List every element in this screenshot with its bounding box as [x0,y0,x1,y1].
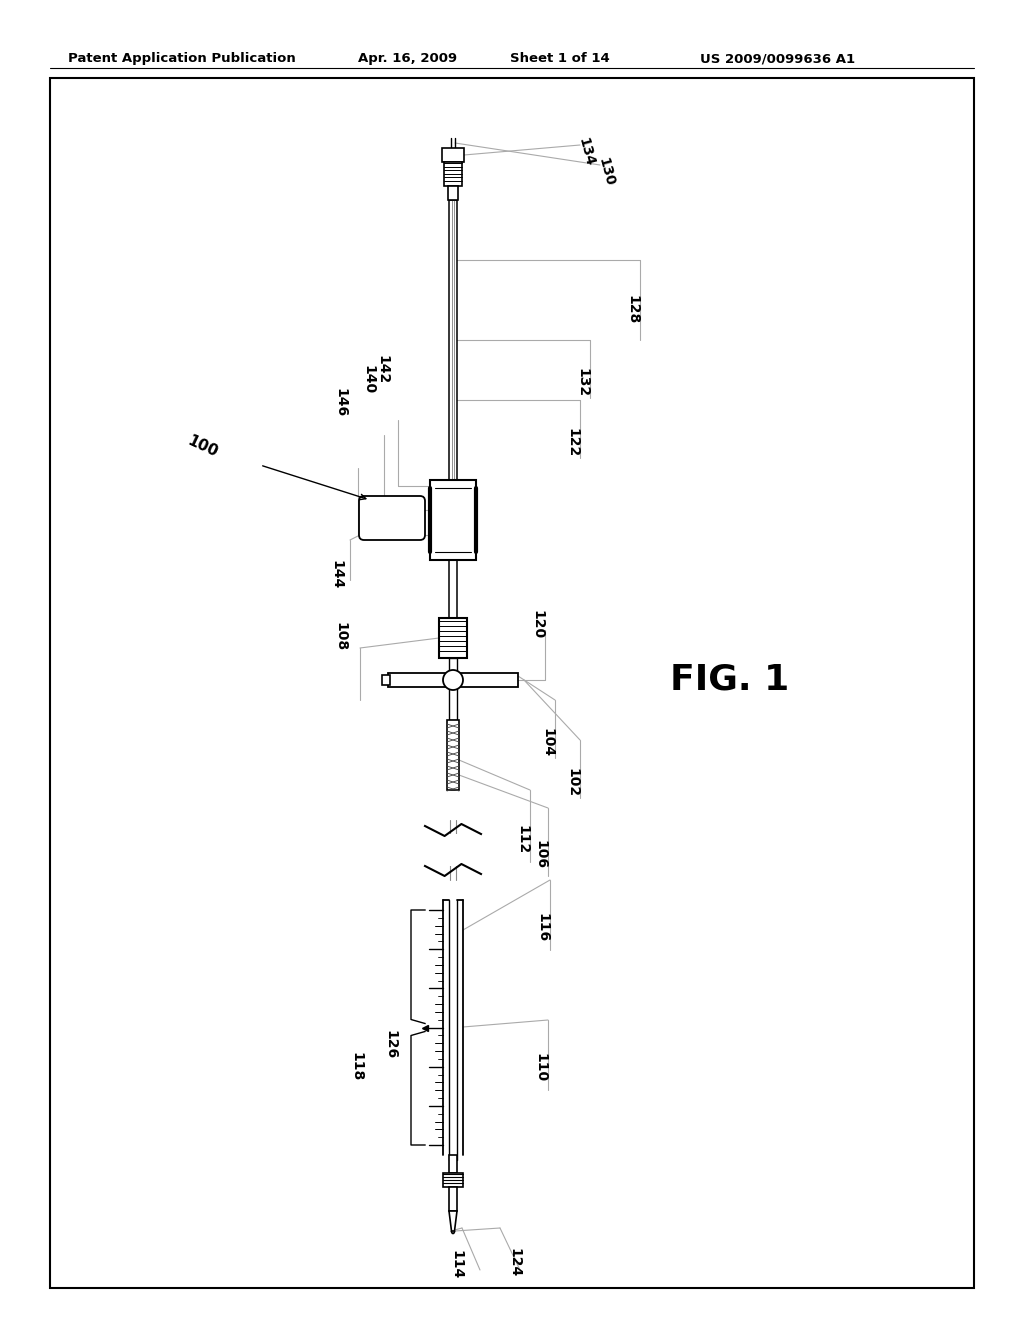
Text: 114: 114 [449,1250,463,1279]
Text: 140: 140 [361,366,375,395]
Text: Sheet 1 of 14: Sheet 1 of 14 [510,51,609,65]
Bar [449,1187,457,1210]
Text: 134: 134 [575,136,596,168]
Text: 112: 112 [515,825,529,854]
Bar [449,686,457,719]
Text: 110: 110 [534,1053,547,1082]
Text: 142: 142 [375,355,389,384]
Text: 108: 108 [333,622,347,651]
Bar [443,1173,463,1187]
Text: 128: 128 [625,294,639,325]
Text: 102: 102 [565,768,579,797]
Text: Apr. 16, 2009: Apr. 16, 2009 [358,51,457,65]
Text: FIG. 1: FIG. 1 [671,663,790,697]
Polygon shape [449,1210,457,1232]
Text: 116: 116 [535,913,549,942]
Text: 132: 132 [575,368,589,397]
Text: US 2009/0099636 A1: US 2009/0099636 A1 [700,51,855,65]
Bar [449,201,457,480]
Bar [442,148,464,162]
Bar [430,480,476,560]
Text: 126: 126 [383,1030,397,1059]
Bar [449,560,457,618]
Bar [423,834,487,866]
Bar [382,675,390,685]
Bar [449,657,457,686]
Bar [447,719,459,789]
Bar [388,673,518,686]
Bar [450,820,456,880]
Bar [439,618,467,657]
Bar [449,186,458,201]
Bar [444,162,462,186]
Text: 120: 120 [530,610,544,639]
Bar [449,1155,457,1173]
Text: Patent Application Publication: Patent Application Publication [68,51,296,65]
Text: 100: 100 [184,433,220,461]
Text: 118: 118 [349,1052,362,1081]
Text: 122: 122 [565,428,579,457]
FancyBboxPatch shape [359,496,425,540]
Text: 124: 124 [507,1247,521,1278]
Circle shape [443,671,463,690]
Text: 144: 144 [329,560,343,589]
Text: 106: 106 [534,840,547,869]
Text: 104: 104 [540,729,554,758]
Text: 146: 146 [333,388,347,417]
Text: 130: 130 [595,156,616,187]
